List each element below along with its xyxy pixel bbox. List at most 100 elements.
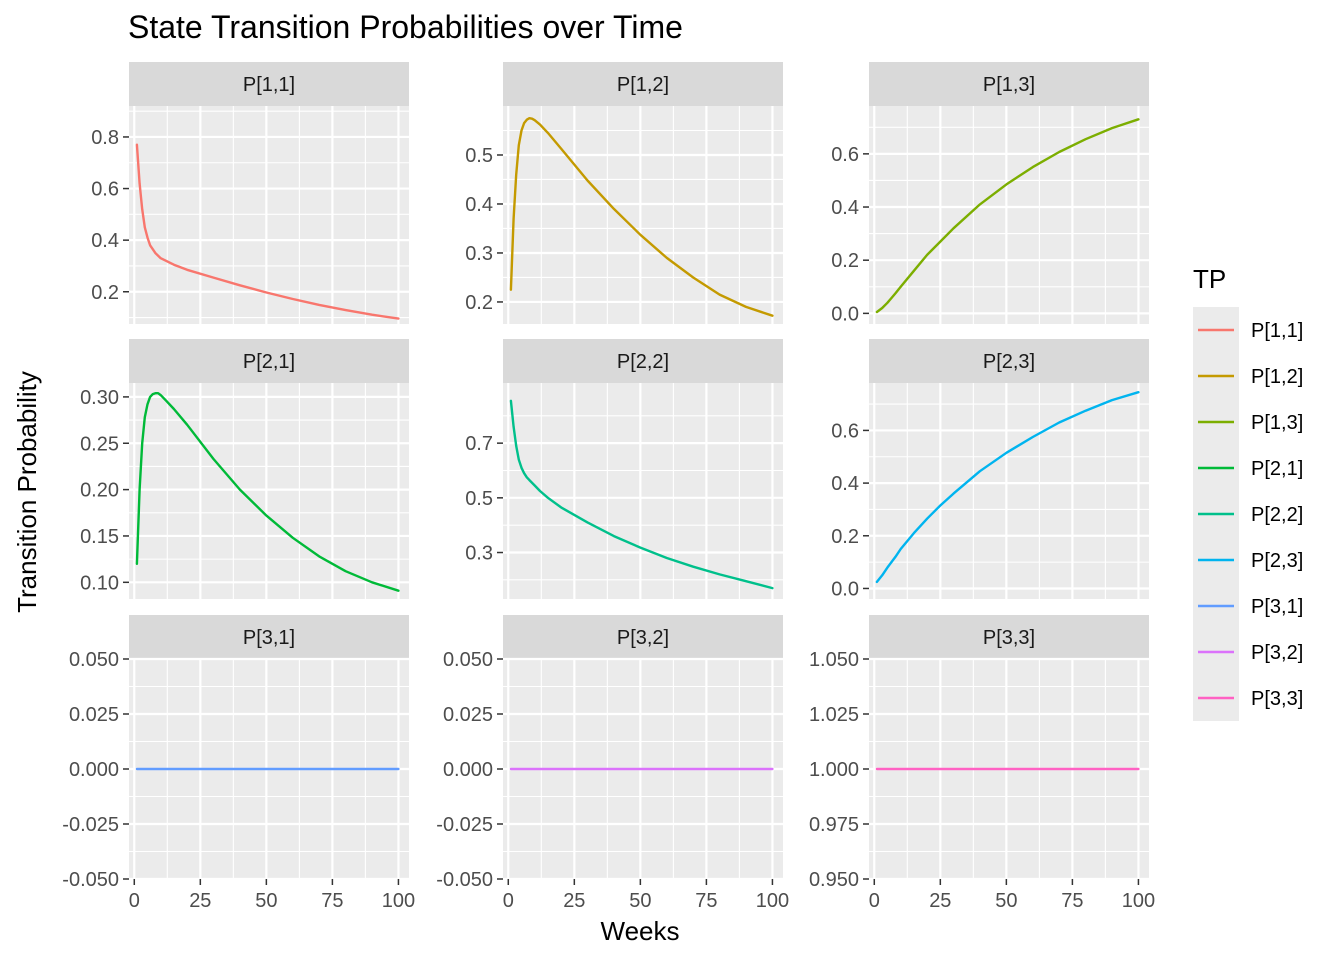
plot-background — [129, 106, 409, 324]
facet-strip-label: P[2,1] — [243, 351, 295, 373]
facet-panel: P[2,1] 0.10 0.15 0.20 0.25 0.30 — [80, 339, 409, 599]
facet-panel: P[3,2] -0.050 -0.025 0.000 0.025 0.050 0 25 50 75… — [436, 615, 789, 912]
y-tick-label: 0.950 — [809, 869, 859, 891]
y-tick-label: 0.4 — [465, 194, 493, 216]
plot-background — [129, 383, 409, 599]
facet-strip — [129, 339, 409, 383]
legend-title: TP — [1193, 264, 1226, 294]
chart-title: State Transition Probabilities over Time — [128, 9, 683, 45]
y-tick-label: 0.050 — [69, 649, 119, 671]
y-tick-label: 0.2 — [831, 526, 859, 548]
plot-background — [503, 383, 783, 599]
legend-label: P[1,1] — [1251, 320, 1303, 342]
x-tick-label: 0 — [129, 890, 140, 912]
series-line — [509, 116, 774, 317]
y-tick-label: 0.15 — [80, 526, 119, 548]
y-tick-label: -0.025 — [62, 814, 119, 836]
x-tick-label: 50 — [255, 890, 277, 912]
facet-strip-label: P[3,3] — [983, 627, 1035, 649]
y-tick-label: 0.4 — [91, 230, 119, 252]
series-line — [509, 399, 774, 590]
legend: TP P[1,1] P[1,2] P[1,3] P[2,1] P[2,2] P[2,3] P… — [1193, 264, 1303, 721]
facet-panel: P[1,2] 0.2 0.3 0.4 0.5 — [465, 62, 783, 324]
legend-label: P[1,2] — [1251, 366, 1303, 388]
y-tick-label: 0.8 — [91, 127, 119, 149]
y-tick-label: -0.050 — [436, 869, 493, 891]
y-tick-label: 0.2 — [91, 282, 119, 304]
x-tick-label: 100 — [1122, 890, 1155, 912]
x-tick-label: 50 — [629, 890, 651, 912]
y-tick-label: 0.5 — [465, 145, 493, 167]
y-tick-label: 0.6 — [91, 179, 119, 201]
x-tick-label: 75 — [321, 890, 343, 912]
y-tick-label: 0.20 — [80, 480, 119, 502]
plot-background — [869, 383, 1149, 599]
y-tick-label: 0.025 — [69, 704, 119, 726]
x-axis-title: Weeks — [601, 916, 680, 946]
legend-label: P[3,1] — [1251, 596, 1303, 618]
y-tick-label: 0.000 — [443, 759, 493, 781]
facet-strip — [129, 615, 409, 659]
y-tick-label: 0.2 — [465, 292, 493, 314]
y-tick-label: 0.6 — [831, 420, 859, 442]
y-tick-label: 1.000 — [809, 759, 859, 781]
legend-label: P[2,2] — [1251, 504, 1303, 526]
facet-strip-label: P[2,2] — [617, 351, 669, 373]
legend-label: P[3,3] — [1251, 688, 1303, 710]
y-tick-label: 0.050 — [443, 649, 493, 671]
x-tick-label: 25 — [929, 890, 951, 912]
y-tick-label: 0.4 — [831, 197, 859, 219]
facet-panel: P[3,1] -0.050 -0.025 0.000 0.025 0.050 0 25 50 75… — [62, 615, 415, 912]
y-tick-label: 0.3 — [465, 243, 493, 265]
y-tick-label: -0.050 — [62, 869, 119, 891]
y-tick-label: -0.025 — [436, 814, 493, 836]
series-line — [875, 118, 1140, 314]
x-tick-label: 0 — [869, 890, 880, 912]
x-tick-label: 25 — [563, 890, 585, 912]
legend-label: P[2,3] — [1251, 550, 1303, 572]
legend-label: P[3,2] — [1251, 642, 1303, 664]
facet-panel: P[3,3] 0.950 0.975 1.000 1.025 1.050 0 25 50 75 10… — [809, 615, 1155, 912]
facet-strip-label: P[3,2] — [617, 627, 669, 649]
facet-strip — [869, 62, 1149, 106]
y-tick-label: 1.050 — [809, 649, 859, 671]
y-tick-label: 0.30 — [80, 387, 119, 409]
y-tick-label: 0.2 — [831, 250, 859, 272]
series-line — [135, 143, 400, 320]
y-tick-label: 0.0 — [831, 578, 859, 600]
x-tick-label: 75 — [1061, 890, 1083, 912]
y-axis-title: Transition Probability — [12, 371, 42, 613]
y-tick-label: 0.025 — [443, 704, 493, 726]
facet-panels: P[1,1]0.20.40.60.8P[1,2]0.20.30.40.5P[1,… — [62, 62, 1155, 912]
y-tick-label: 0.7 — [465, 433, 493, 455]
x-tick-label: 100 — [756, 890, 789, 912]
y-tick-label: 0.000 — [69, 759, 119, 781]
y-tick-label: 1.025 — [809, 704, 859, 726]
facet-strip — [869, 615, 1149, 659]
plot-background — [869, 106, 1149, 324]
y-tick-label: 0.6 — [831, 144, 859, 166]
plot-background — [503, 106, 783, 324]
facet-strip — [869, 339, 1149, 383]
facet-strip-label: P[2,3] — [983, 351, 1035, 373]
facet-panel: P[1,3] 0.0 0.2 0.4 0.6 — [831, 62, 1149, 325]
series-line — [135, 392, 400, 592]
facet-strip — [503, 339, 783, 383]
facet-strip-label: P[1,1] — [243, 74, 295, 96]
x-tick-label: 25 — [189, 890, 211, 912]
facet-strip-label: P[3,1] — [243, 627, 295, 649]
x-tick-label: 100 — [382, 890, 415, 912]
series-line — [875, 391, 1140, 584]
facet-panel: P[2,3] 0.0 0.2 0.4 0.6 — [831, 339, 1149, 600]
y-tick-label: 0.3 — [465, 543, 493, 565]
facet-strip-label: P[1,2] — [617, 74, 669, 96]
x-tick-label: 75 — [695, 890, 717, 912]
x-tick-label: 50 — [995, 890, 1017, 912]
legend-label: P[2,1] — [1251, 458, 1303, 480]
x-tick-label: 0 — [503, 890, 514, 912]
legend-label: P[1,3] — [1251, 412, 1303, 434]
facet-strip — [503, 62, 783, 106]
y-tick-label: 0.5 — [465, 488, 493, 510]
facet-strip — [503, 615, 783, 659]
